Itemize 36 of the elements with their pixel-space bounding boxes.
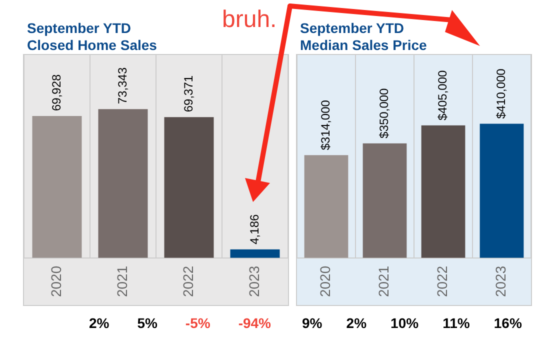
text: 10% bbox=[390, 315, 419, 331]
data-label: $405,000 bbox=[436, 70, 450, 120]
data-label: 69,928 bbox=[49, 74, 64, 112]
bar bbox=[32, 116, 82, 258]
bar bbox=[480, 124, 524, 258]
bar bbox=[304, 155, 348, 258]
text: 9% bbox=[302, 315, 322, 331]
x-tick-label: 2021 bbox=[114, 266, 130, 298]
x-tick-label: 2020 bbox=[317, 266, 334, 298]
data-label: $410,000 bbox=[494, 68, 508, 119]
x-tick-label: 2023 bbox=[492, 266, 509, 298]
text: 2% bbox=[88, 315, 110, 331]
data-label: 73,343 bbox=[115, 67, 130, 104]
bar bbox=[230, 249, 280, 258]
text: 2% bbox=[346, 315, 367, 331]
chart-title: September YTD Median Sales Price bbox=[300, 20, 427, 54]
text: 5% bbox=[137, 315, 158, 331]
x-tick-label: 2022 bbox=[434, 266, 450, 298]
data-label: $314,000 bbox=[318, 100, 333, 150]
x-tick-label: 2022 bbox=[180, 266, 196, 298]
text: 16% bbox=[494, 315, 522, 331]
text: -94% bbox=[238, 315, 271, 331]
data-label: 69,371 bbox=[181, 75, 196, 112]
text: bruh. bbox=[222, 6, 277, 34]
bar bbox=[362, 143, 407, 258]
text: 11% bbox=[442, 315, 470, 331]
data-label: $350,000 bbox=[377, 88, 392, 138]
bar bbox=[98, 109, 148, 258]
bar bbox=[421, 125, 466, 258]
chart-title: September YTD Closed Home Sales bbox=[27, 20, 157, 54]
x-tick-label: 2020 bbox=[48, 266, 64, 298]
bar bbox=[164, 117, 214, 258]
data-label: 4,186 bbox=[247, 214, 262, 244]
x-tick-label: 2021 bbox=[376, 266, 392, 298]
x-tick-label: 2023 bbox=[246, 266, 262, 298]
text: -5% bbox=[185, 315, 210, 331]
